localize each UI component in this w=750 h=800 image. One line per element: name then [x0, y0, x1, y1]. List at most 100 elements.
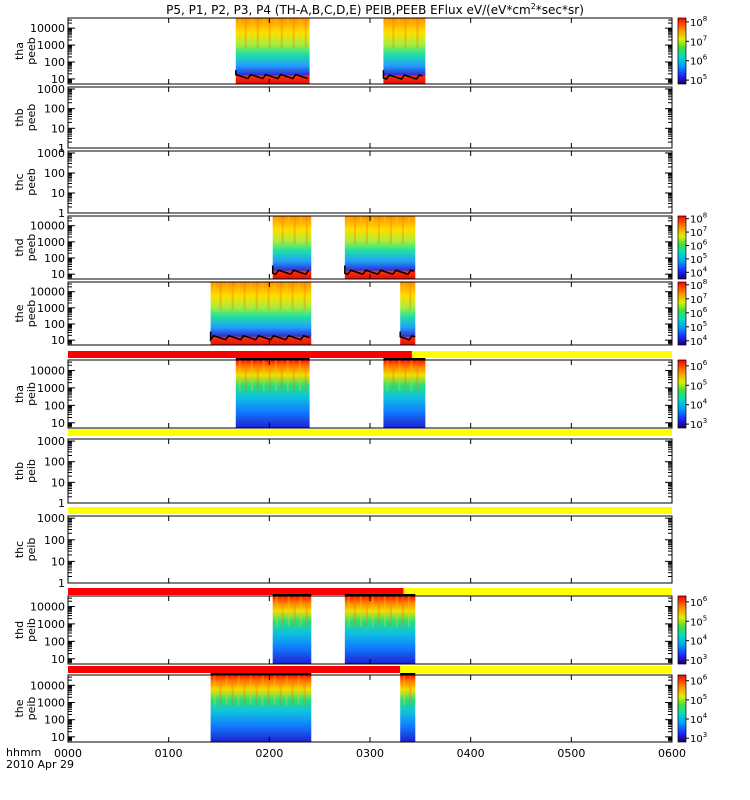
spectrogram-streak	[303, 282, 306, 311]
y-label-instrument: peeb	[25, 104, 38, 132]
panel-tha-peib: 10 100 1000 10000 tha peib 103 104 105 106	[13, 351, 708, 431]
spectrogram-streak	[281, 216, 284, 245]
spectrogram-streak	[213, 675, 216, 706]
spectrogram-streak	[386, 360, 389, 391]
y-label-probe: the	[13, 304, 26, 322]
y-tick-label: 10000	[30, 679, 65, 692]
panel-the-peib: 10 100 1000 10000 the peib 103 104 105 106	[13, 666, 708, 745]
panel-frame	[67, 150, 673, 214]
spectrogram-streak	[404, 360, 407, 391]
y-tick-label: 100	[44, 635, 65, 648]
spectrogram-streak	[410, 360, 413, 391]
y-label-probe: thd	[13, 621, 26, 639]
y-label-probe: thb	[13, 462, 26, 480]
colorbar-tick-label: 103	[690, 417, 707, 431]
panel-thd-peib: 10 100 1000 10000 thd peib 103 104 105 106	[13, 588, 708, 667]
spectrogram-streak	[298, 360, 301, 391]
spectrogram-block	[235, 360, 310, 428]
y-label-instrument: peib	[25, 697, 38, 721]
colorbar-tick-label: 106	[690, 54, 708, 68]
time-axis: hhmm 2010 Apr 29 0000 0100 0200 0300 0400 050…	[6, 746, 686, 771]
spectrogram-streak	[286, 18, 289, 48]
spectrogram-streak	[407, 216, 410, 245]
colorbar-tick-label: 103	[690, 731, 707, 745]
spectrogram-streak	[285, 282, 288, 311]
panel-frame	[67, 674, 673, 743]
spectrogram-streak	[293, 596, 296, 627]
y-tick-label: 1	[58, 577, 65, 590]
colorbar	[677, 359, 687, 429]
spectrogram-streak	[231, 282, 234, 311]
colorbar	[677, 17, 687, 85]
y-tick-label: 1000	[37, 618, 65, 631]
spectrogram-streak	[291, 675, 294, 706]
spectrogram-streak	[243, 282, 246, 311]
panel-thc-peeb: 1 10 100 1000 thc peeb	[13, 147, 673, 220]
spectrogram-streak	[238, 360, 241, 391]
y-tick-label: 10	[51, 555, 65, 568]
spectrogram-streak	[304, 18, 307, 48]
mode-bar-red	[68, 351, 412, 358]
colorbar-tick-label: 108	[690, 278, 707, 292]
y-tick-label: 100	[44, 252, 65, 265]
colorbar-tick-label: 105	[690, 614, 707, 628]
y-label-probe: the	[13, 699, 26, 717]
y-tick-label: 10000	[30, 286, 65, 299]
y-tick-label: 10000	[30, 364, 65, 377]
x-axis-date: 2010 Apr 29	[6, 758, 74, 771]
y-tick-label: 1000	[37, 696, 65, 709]
y-tick-label: 1000	[37, 382, 65, 395]
spectrogram-streak	[238, 18, 241, 48]
spectrogram-streak	[398, 18, 401, 48]
y-tick-label: 100	[44, 456, 65, 469]
spectrogram-streak	[403, 282, 406, 311]
spectrogram-streak	[249, 675, 252, 706]
spectrogram-block	[272, 216, 312, 279]
colorbar-tick-label: 107	[690, 225, 707, 239]
colorbar-tick-label: 106	[690, 595, 708, 609]
spectrogram-streak	[292, 360, 295, 391]
spectrogram-streak	[244, 360, 247, 391]
colorbar-tick-label: 105	[690, 693, 707, 707]
x-tick-label: 0600	[658, 747, 686, 760]
panel-frame	[67, 438, 673, 504]
spectrogram-streak	[359, 216, 362, 245]
spectrogram-streak	[403, 675, 406, 706]
y-tick-label: 10	[51, 122, 65, 135]
spectrogram-streak	[267, 675, 270, 706]
spectrogram-streak	[410, 18, 413, 48]
mode-bar-yellow	[68, 429, 672, 436]
spectrogram-streak	[267, 282, 270, 311]
spectrogram-streak	[291, 282, 294, 311]
spectrogram-streak	[250, 18, 253, 48]
x-tick-label: 0400	[457, 747, 485, 760]
spectrogram-streak	[298, 18, 301, 48]
spectrogram-streak	[249, 282, 252, 311]
y-tick-label: 100	[44, 399, 65, 412]
y-tick-label: 1000	[37, 302, 65, 315]
mode-bar-yellow	[68, 507, 672, 514]
mode-bar-yellow	[400, 666, 672, 673]
colorbar-tick-label: 105	[690, 252, 707, 266]
spectrogram-streak	[281, 596, 284, 627]
spectrogram-streak	[275, 596, 278, 627]
spectrogram-streak	[261, 282, 264, 311]
mode-bar-yellow	[411, 351, 672, 358]
spectrogram-streak	[401, 216, 404, 245]
colorbar-tick-label: 108	[690, 15, 707, 29]
y-tick-label: 1000	[37, 236, 65, 249]
spectrogram-streak	[231, 675, 234, 706]
y-tick-label: 10000	[30, 220, 65, 233]
spectrogram-streak	[395, 596, 398, 627]
colorbar-tick-label: 105	[690, 73, 707, 87]
spectrogram-streak	[305, 596, 308, 627]
spectrogram-streak	[299, 596, 302, 627]
spectrogram-streak	[250, 360, 253, 391]
y-tick-label: 10000	[30, 600, 65, 613]
spectrogram-streak	[377, 596, 380, 627]
y-tick-label: 10	[51, 187, 65, 200]
panel-frame	[67, 359, 673, 429]
spectrogram-streak	[255, 282, 258, 311]
spectrogram-streak	[243, 675, 246, 706]
